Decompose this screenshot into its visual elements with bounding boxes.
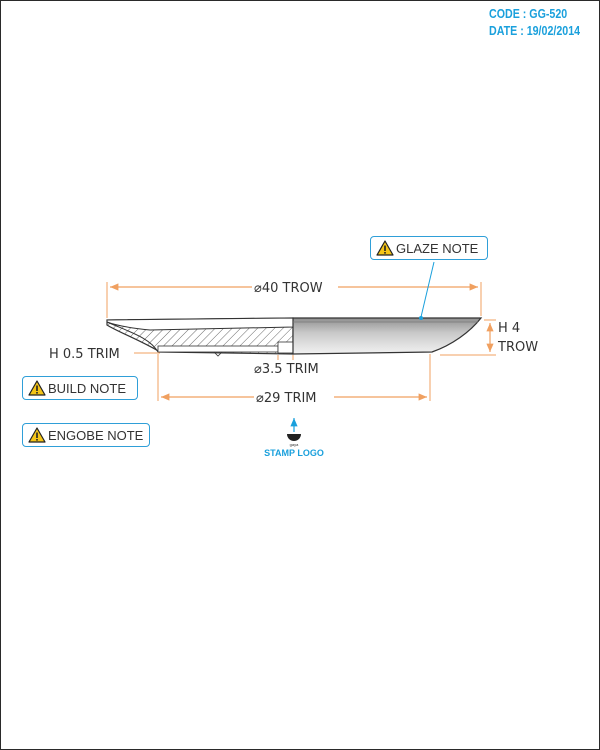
dimension-small-diameter: ⌀3.5 TRIM — [254, 355, 319, 377]
foot-diameter-label: ⌀29 TRIM — [256, 391, 317, 406]
glaze-leader-dot — [419, 316, 423, 320]
glaze-leader-line — [420, 261, 435, 318]
outer-diameter-label: ⌀40 TROW — [254, 281, 323, 296]
glaze-note-label: GLAZE NOTE — [396, 240, 479, 256]
dimension-thickness: H 0.5 TRIM — [49, 347, 160, 362]
build-note-label: BUILD NOTE — [48, 380, 127, 396]
stamp-logo-word: gaya — [290, 442, 299, 447]
title-block: CODE : GG-520 DATE : 19/02/2014 — [489, 5, 580, 39]
small-diameter-label: ⌀3.5 TRIM — [254, 362, 319, 377]
drawing-date: DATE : 19/02/2014 — [489, 23, 581, 38]
plate-section-view — [106, 317, 294, 357]
stamp-logo-label: STAMP LOGO — [264, 448, 324, 458]
engobe-note-button[interactable]: ENGOBE NOTE — [22, 423, 150, 447]
stamp-logo-icon — [287, 434, 301, 441]
glaze-note-button[interactable]: GLAZE NOTE — [370, 236, 488, 260]
engobe-note-label: ENGOBE NOTE — [48, 427, 144, 443]
warning-icon — [28, 427, 46, 443]
warning-icon — [376, 240, 394, 256]
height-label-line2: TROW — [497, 340, 538, 355]
dimension-outer-diameter: ⌀40 TROW — [106, 278, 482, 318]
plate-glazed-view — [292, 317, 483, 355]
dimension-height: H 4 TROW — [440, 319, 538, 356]
build-note-button[interactable]: BUILD NOTE — [22, 376, 138, 400]
thickness-label: H 0.5 TRIM — [49, 347, 120, 362]
height-label-line1: H 4 — [498, 321, 520, 336]
product-code: CODE : GG-520 — [489, 6, 568, 21]
stamp-logo-group: gaya STAMP LOGO — [264, 418, 324, 458]
dimension-foot-diameter: ⌀29 TRIM — [157, 354, 431, 406]
warning-icon — [28, 380, 46, 396]
